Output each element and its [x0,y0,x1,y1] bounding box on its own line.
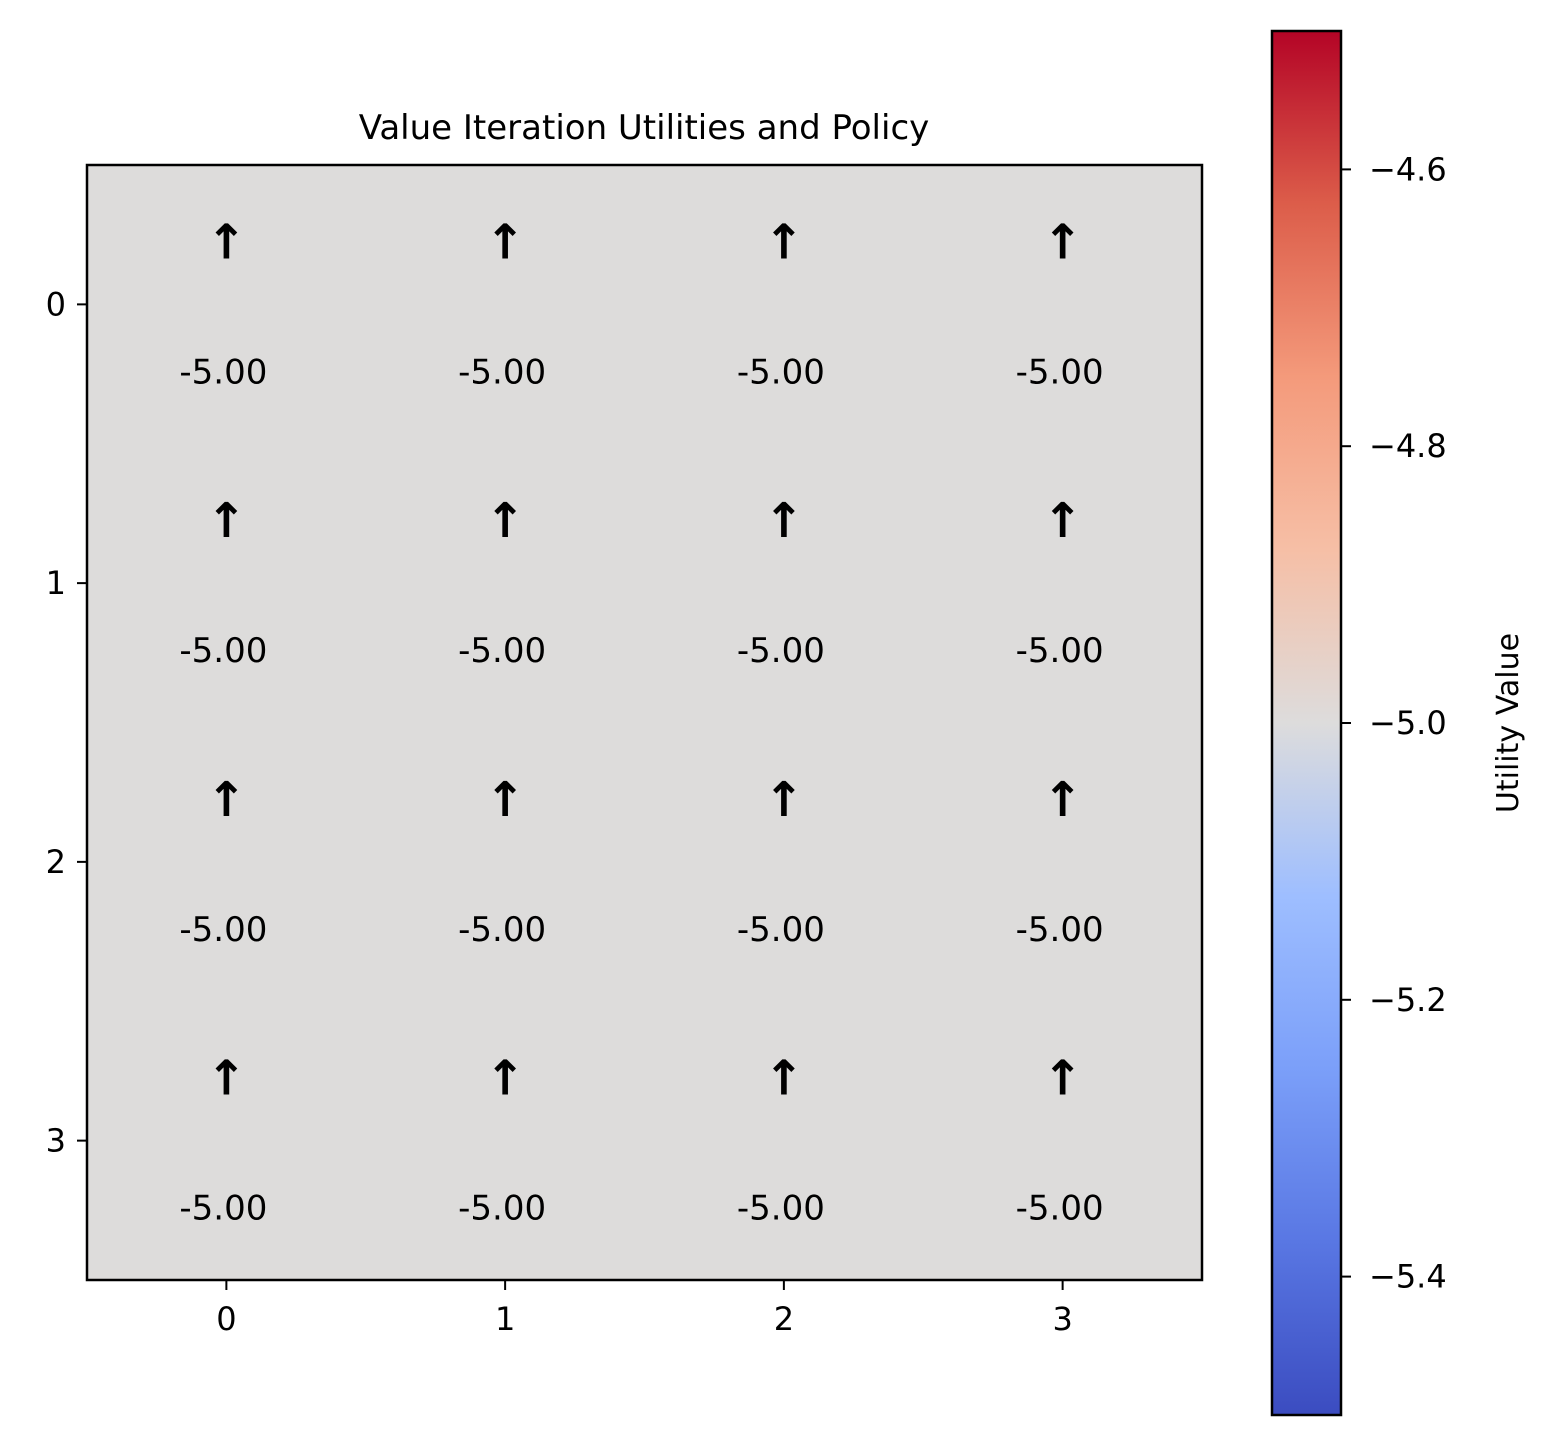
cell-value-label: -5.00 [1016,352,1104,392]
cell-value-label: -5.00 [179,1189,267,1229]
heatmap-cell [365,165,645,445]
heatmap-cell [644,722,924,1002]
x-tick-label: 3 [1052,1300,1072,1338]
y-tick-label: 0 [46,285,66,323]
colorbar-axis: −4.6 −4.8 −5.0 −5.2 −5.4 [1341,150,1447,1296]
policy-arrow: ↑ [206,1051,246,1107]
heatmap-cells [87,165,1203,1281]
heatmap-cell [923,165,1203,445]
y-axis: 0 1 2 3 [46,285,87,1160]
cell-value-label: -5.00 [179,631,267,671]
y-tick-label: 2 [46,843,66,881]
colorbar [1270,29,1343,1417]
policy-arrow: ↑ [1043,214,1083,270]
policy-arrow: ↑ [764,493,804,549]
policy-arrow: ↑ [206,214,246,270]
x-tick-label: 0 [216,1300,236,1338]
heatmap-cell [87,443,367,723]
cell-value-label: -5.00 [737,631,825,671]
heatmap-cell [644,165,924,445]
heatmap-cell [923,722,1203,1002]
colorbar-tick-label: −4.8 [1369,427,1447,465]
cell-value-label: -5.00 [179,352,267,392]
x-tick-label: 1 [495,1300,515,1338]
policy-arrow: ↑ [485,1051,525,1107]
policy-arrow: ↑ [1043,772,1083,828]
policy-arrow: ↑ [764,214,804,270]
policy-arrow: ↑ [764,772,804,828]
policy-arrow: ↑ [485,214,525,270]
colorbar-tick-label: −5.2 [1369,981,1447,1019]
cell-value-label: -5.00 [737,910,825,950]
cell-value-label: -5.00 [458,352,546,392]
policy-arrow: ↑ [764,1051,804,1107]
cell-value-label: -5.00 [1016,910,1104,950]
heatmap-cell [644,1001,924,1281]
y-tick-label: 3 [46,1122,66,1160]
cell-value-label: -5.00 [458,1189,546,1229]
cell-value-label: -5.00 [179,910,267,950]
colorbar-tick-label: −4.6 [1369,150,1447,188]
heatmap-cell [923,443,1203,723]
cell-value-label: -5.00 [458,631,546,671]
x-tick-label: 2 [774,1300,794,1338]
cell-annotations: ↑ -5.00 ↑ -5.00 ↑ -5.00 ↑ -5.00 ↑ -5.00 ↑ -5.00 ↑ -5.… [179,214,1103,1228]
policy-arrow: ↑ [485,772,525,828]
colorbar-label: Utility Value [1491,633,1526,813]
policy-arrow: ↑ [206,772,246,828]
heatmap-cell [87,1001,367,1281]
heatmap-cell [923,1001,1203,1281]
colorbar-tick-label: −5.4 [1369,1258,1447,1296]
chart-title: Value Iteration Utilities and Policy [359,108,930,148]
cell-value-label: -5.00 [1016,631,1104,671]
colorbar-tick-label: −5.0 [1369,704,1447,742]
x-axis: 0 1 2 3 [216,1280,1073,1338]
heatmap-cell [365,443,645,723]
policy-arrow: ↑ [1043,493,1083,549]
heatmap-cell [365,1001,645,1281]
heatmap-cell [87,165,367,445]
policy-arrow: ↑ [485,493,525,549]
heatmap-cell [87,722,367,1002]
policy-arrow: ↑ [1043,1051,1083,1107]
heatmap-cell [365,722,645,1002]
y-tick-label: 1 [46,564,66,602]
heatmap-cell [644,443,924,723]
cell-value-label: -5.00 [737,1189,825,1229]
cell-value-label: -5.00 [737,352,825,392]
cell-value-label: -5.00 [458,910,546,950]
cell-value-label: -5.00 [1016,1189,1104,1229]
plot-frame [85,163,1204,1282]
policy-arrow: ↑ [206,493,246,549]
